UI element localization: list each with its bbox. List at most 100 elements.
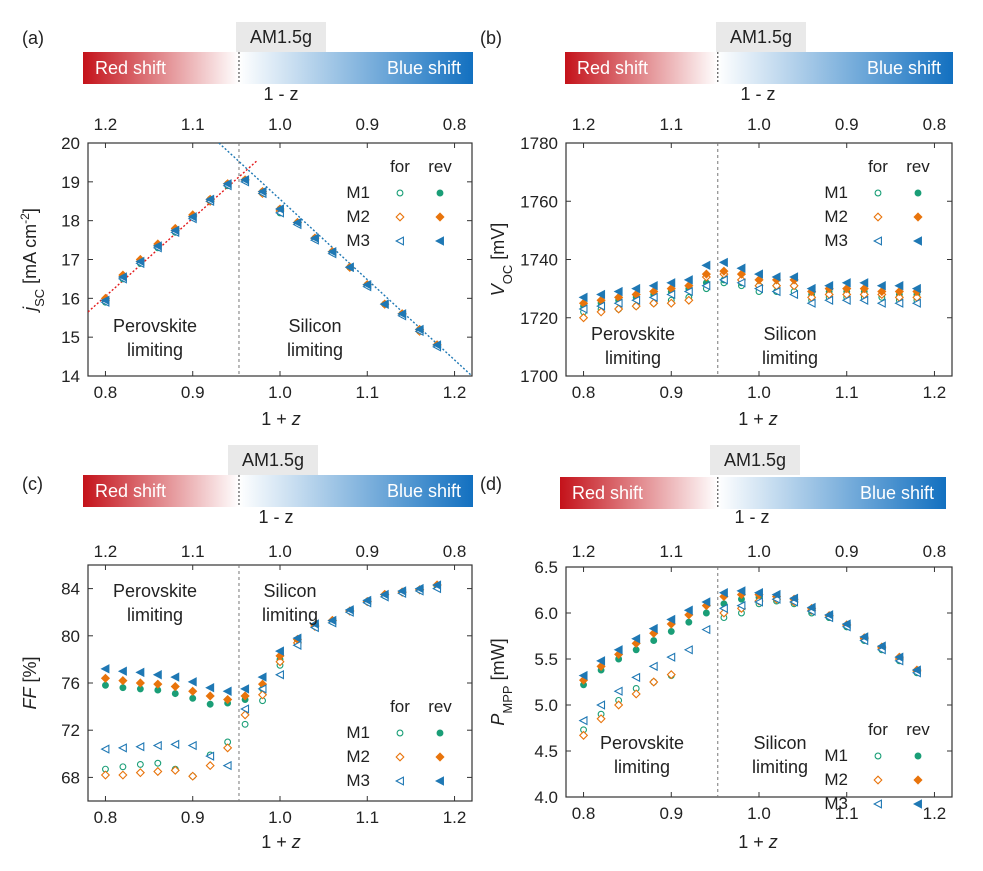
y-axis-title-main: j	[20, 306, 40, 314]
data-point	[119, 763, 127, 771]
series-m2-rev	[578, 266, 922, 308]
x-tick-label: 0.9	[659, 383, 683, 402]
red-shift-label: Red shift	[95, 481, 166, 501]
y-tick-label: 72	[61, 721, 80, 740]
legend-label-m2: M2	[346, 207, 370, 226]
fit-line-red	[88, 159, 258, 313]
data-point	[240, 710, 250, 720]
series-m3-for	[578, 275, 921, 314]
series-m1-rev	[580, 276, 921, 310]
data-point	[292, 640, 302, 650]
data-point	[275, 670, 284, 680]
data-point	[666, 298, 676, 308]
red-shift-gradient	[83, 52, 239, 84]
x-tick-label: 1.1	[355, 383, 379, 402]
legend-marker-m3-for	[873, 799, 882, 809]
legend-label-m3: M3	[824, 794, 848, 813]
blue-shift-label: Blue shift	[387, 481, 461, 501]
data-point	[631, 672, 641, 683]
x-tick-label: 1.1	[835, 383, 859, 402]
am-label: AM1.5g	[724, 450, 786, 470]
data-point	[631, 689, 641, 699]
data-point	[578, 715, 588, 726]
x-tick-label: 1.0	[268, 383, 292, 402]
red-shift-label: Red shift	[572, 483, 643, 503]
legend-for-header: for	[868, 720, 888, 739]
y-tick-label: 1740	[520, 251, 558, 270]
x-tick-label: 1.1	[355, 808, 379, 827]
data-point	[789, 272, 799, 282]
y-tick-label: 84	[61, 580, 80, 599]
data-point	[736, 263, 746, 273]
data-point	[136, 760, 144, 768]
data-point	[153, 766, 163, 777]
data-point	[432, 580, 442, 590]
data-point	[222, 760, 232, 771]
am-label-box	[236, 22, 326, 52]
plot-area	[88, 143, 472, 376]
data-point	[257, 690, 268, 700]
data-point	[666, 278, 676, 288]
am-label-box	[716, 22, 806, 52]
legend-marker-m2-rev	[913, 212, 923, 222]
y-axis-title: VOC [mV]	[488, 223, 515, 297]
y-axis-title-main: V	[488, 282, 508, 296]
legend-rev-header: rev	[906, 157, 930, 176]
spectrum-bar: Red shift Blue shift AM1.5g	[565, 22, 953, 84]
data-point	[667, 627, 675, 635]
spectrum-bar: Red shift Blue shift AM1.5g	[560, 445, 946, 509]
x-tick-label: 1.0	[747, 804, 771, 823]
data-point	[859, 278, 869, 288]
y-tick-label: 80	[61, 627, 80, 646]
y-tick-label: 6.0	[534, 604, 558, 623]
data-point	[806, 283, 816, 294]
panel-label: (d)	[480, 474, 502, 494]
perovskite-limiting-label: Perovskite limiting	[113, 316, 197, 360]
data-point	[596, 661, 606, 671]
annotation-line: Silicon	[753, 733, 806, 753]
data-point	[119, 684, 127, 692]
legend-marker-m2-for	[873, 775, 883, 785]
data-point	[876, 641, 886, 651]
data-point	[275, 204, 284, 214]
data-point	[718, 603, 728, 614]
y-axis-title-sup: -2	[18, 213, 32, 224]
y-tick-label: 76	[61, 674, 80, 693]
legend-marker-m3-for	[395, 236, 404, 246]
x-axis-title-var: z	[291, 409, 301, 429]
data-point	[894, 281, 904, 291]
top-tick-label: 1.1	[659, 115, 683, 134]
annotation-line: limiting	[762, 348, 818, 368]
data-point	[736, 269, 747, 279]
series-m3-for	[578, 594, 921, 726]
data-point	[841, 278, 851, 288]
y-axis-title-unit: [mW]	[488, 638, 508, 685]
data-point	[894, 652, 904, 662]
top-tick-label: 1.2	[572, 542, 596, 561]
data-point	[362, 280, 372, 290]
am-label: AM1.5g	[730, 27, 792, 47]
data-point	[789, 289, 799, 300]
y-axis-title-sub: SC	[32, 289, 47, 307]
silicon-limiting-label: Silicon limiting	[287, 316, 343, 360]
panel-b: (b) Red shift Blue shift AM1.5g 1 - z 1.2 1.1 1…	[480, 22, 953, 429]
x-tick-label: 0.9	[659, 804, 683, 823]
top-tick-label: 0.8	[443, 115, 467, 134]
top-axis-title: 1 - z	[734, 507, 769, 527]
data-point	[100, 673, 111, 683]
data-point	[614, 304, 624, 314]
data-point	[631, 634, 641, 644]
series-m2-for	[578, 269, 922, 323]
top-tick-label: 0.9	[835, 115, 859, 134]
data-point	[578, 292, 588, 303]
data-point	[648, 661, 658, 672]
panel-a: (a) Red shift Blue shift AM1.5g 1 - z 1.2 1.1 1…	[18, 22, 473, 429]
panel-d: (d) Red shift Blue shift AM1.5g 1 - z 1.2 1.1 1…	[480, 445, 953, 852]
y-tick-label: 1700	[520, 367, 558, 386]
data-point	[102, 681, 109, 689]
data-point	[842, 284, 852, 294]
series-m1-rev	[102, 582, 441, 708]
red-shift-gradient	[560, 477, 718, 509]
data-point	[414, 324, 424, 335]
legend: for rev M1 M2 M3	[824, 720, 930, 813]
